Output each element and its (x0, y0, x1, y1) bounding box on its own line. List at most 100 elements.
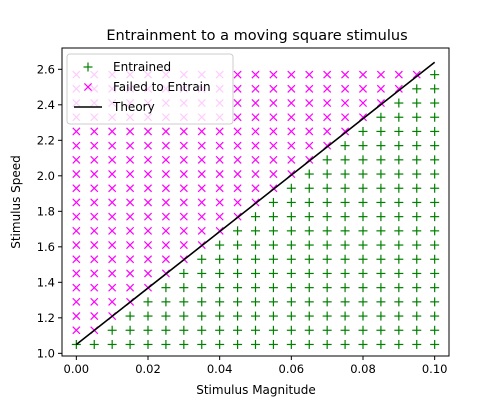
entrained-point (233, 268, 243, 278)
failed-point (108, 226, 117, 235)
entrained-point (197, 311, 207, 321)
y-tick-label: 2.0 (37, 169, 55, 183)
entrained-point (412, 311, 422, 321)
x-tick-label: 0.02 (135, 362, 161, 376)
x-tick-label: 0.06 (279, 362, 305, 376)
failed-point (358, 84, 368, 93)
entrained-point (412, 283, 422, 293)
entrained-point (412, 126, 422, 136)
failed-point (215, 184, 224, 193)
entrained-point (197, 339, 207, 349)
failed-point (90, 269, 99, 278)
y-tick-label: 1.8 (37, 204, 55, 218)
failed-point (233, 184, 242, 193)
entrained-point (215, 325, 225, 335)
failed-point (251, 184, 260, 193)
failed-point (143, 198, 153, 207)
failed-point (143, 170, 153, 179)
entrained-point (251, 325, 260, 335)
failed-point (323, 99, 332, 108)
entrained-point (304, 169, 314, 179)
entrained-point (358, 183, 368, 193)
entrained-point (340, 197, 350, 207)
failed-point (179, 212, 188, 221)
entrained-point (430, 268, 440, 278)
failed-point (251, 141, 260, 150)
failed-point (126, 241, 135, 250)
entrained-point (340, 283, 350, 293)
entrained-point (322, 325, 332, 335)
failed-point (161, 255, 170, 264)
entrained-point (358, 283, 368, 293)
failed-point (108, 255, 117, 264)
failed-point (197, 127, 206, 136)
entrained-point (179, 339, 189, 349)
failed-point (233, 127, 242, 136)
failed-point (126, 269, 135, 278)
failed-point (323, 70, 332, 79)
entrained-point (412, 339, 422, 349)
entrained-point (304, 212, 314, 222)
entrained-point (394, 169, 404, 179)
entrained-point (430, 297, 440, 307)
entrained-point (394, 283, 404, 293)
failed-point (305, 99, 314, 108)
entrained-point (358, 169, 368, 179)
entrained-point (358, 325, 368, 335)
entrained-point (268, 212, 278, 222)
entrained-point (340, 155, 350, 165)
entrained-point (268, 254, 278, 264)
failed-point (90, 283, 99, 292)
failed-point (233, 198, 242, 207)
failed-point (72, 297, 81, 306)
entrained-point (376, 254, 386, 264)
x-tick-label: 0.00 (64, 362, 90, 376)
entrained-point (161, 297, 171, 307)
entrained-point (376, 197, 386, 207)
entrained-point (125, 339, 135, 349)
entrained-point (340, 141, 350, 151)
entrained-point (430, 70, 440, 80)
failed-point (305, 113, 314, 122)
entrained-point (430, 212, 440, 222)
entrained-point (268, 325, 278, 335)
entrained-point (179, 297, 189, 307)
entrained-point (251, 339, 260, 349)
failed-point (215, 127, 224, 136)
entrained-point (430, 169, 440, 179)
entrained-point (304, 339, 314, 349)
failed-point (72, 198, 81, 207)
failed-point (161, 170, 170, 179)
y-tick-label: 1.0 (37, 346, 55, 360)
entrained-point (412, 226, 422, 236)
entrained-point (179, 325, 189, 335)
failed-point (126, 127, 135, 136)
entrained-point (304, 297, 314, 307)
failed-point (72, 170, 81, 179)
failed-point (126, 141, 135, 150)
failed-point (233, 84, 242, 93)
entrained-point (412, 254, 422, 264)
failed-point (90, 312, 99, 321)
entrained-point (394, 155, 404, 165)
failed-point (287, 99, 296, 108)
failed-point (161, 212, 170, 221)
entrained-point (358, 155, 368, 165)
failed-point (72, 141, 81, 150)
entrained-point (376, 155, 386, 165)
entrained-point (322, 283, 332, 293)
chart-title: Entrainment to a moving square stimulus (106, 28, 407, 44)
entrained-point (376, 212, 386, 222)
entrained-point (412, 297, 422, 307)
failed-point (90, 255, 99, 264)
entrained-point (304, 183, 314, 193)
entrained-point (322, 311, 332, 321)
entrained-point (394, 339, 404, 349)
entrained-point (412, 268, 422, 278)
entrained-point (322, 169, 332, 179)
entrained-point (394, 226, 404, 236)
failed-point (90, 198, 99, 207)
entrained-point (161, 325, 171, 335)
entrained-point (412, 325, 422, 335)
